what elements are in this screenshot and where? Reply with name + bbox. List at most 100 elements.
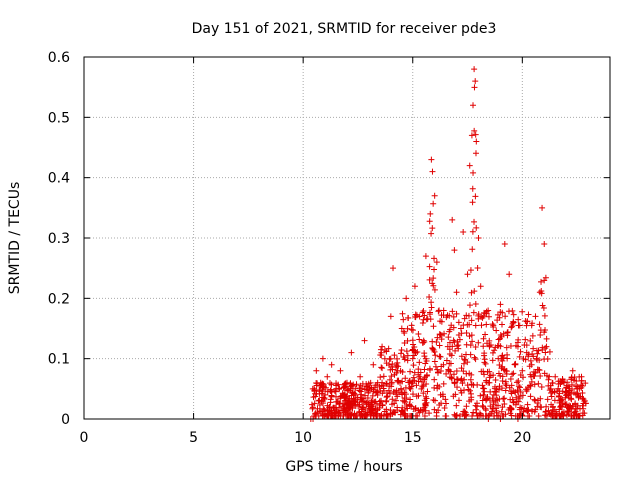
data-point	[341, 407, 348, 414]
x-tick-label: 10	[294, 430, 312, 446]
data-point	[519, 367, 526, 374]
data-point	[539, 346, 546, 353]
data-point	[416, 336, 423, 343]
data-point	[445, 334, 452, 341]
data-point	[408, 412, 415, 419]
data-point	[482, 360, 489, 367]
data-point	[541, 241, 548, 248]
data-point	[501, 241, 508, 248]
y-tick-label: 0.5	[48, 110, 70, 126]
data-point	[471, 84, 478, 91]
data-point	[536, 321, 543, 328]
data-point	[476, 410, 483, 417]
data-point	[421, 412, 428, 419]
data-point	[543, 335, 550, 342]
data-point	[551, 406, 558, 413]
data-point	[555, 392, 562, 399]
data-point	[480, 343, 487, 350]
data-point	[333, 380, 340, 387]
data-point	[415, 330, 422, 337]
data-point	[528, 378, 535, 385]
data-point	[491, 385, 498, 392]
data-point	[464, 271, 471, 278]
data-point	[462, 357, 469, 364]
data-point	[510, 370, 517, 377]
data-point	[411, 347, 418, 354]
data-point	[353, 381, 360, 388]
data-point	[525, 384, 532, 391]
data-point	[426, 294, 433, 301]
data-point	[472, 131, 479, 138]
data-point	[428, 156, 435, 163]
data-point	[430, 275, 437, 282]
data-point	[521, 342, 528, 349]
data-point	[578, 377, 585, 384]
data-point	[455, 319, 462, 326]
data-point	[406, 402, 413, 409]
data-point	[309, 404, 316, 411]
data-point	[582, 380, 589, 387]
data-point	[379, 379, 386, 386]
data-point	[336, 385, 343, 392]
data-point	[374, 392, 381, 399]
data-point	[361, 337, 368, 344]
data-point	[357, 388, 364, 395]
data-point	[461, 376, 468, 383]
data-point	[466, 302, 473, 309]
data-point	[402, 399, 409, 406]
data-point	[320, 383, 327, 390]
data-point	[327, 399, 334, 406]
data-point	[420, 307, 427, 314]
data-point	[526, 412, 533, 419]
data-point	[389, 410, 396, 417]
data-point	[576, 373, 583, 380]
data-point	[420, 406, 427, 413]
data-point	[468, 394, 475, 401]
data-point	[440, 380, 447, 387]
data-point	[483, 379, 490, 386]
data-point	[337, 367, 344, 374]
data-point	[377, 387, 384, 394]
data-point	[487, 372, 494, 379]
data-point	[543, 412, 550, 419]
data-point	[514, 339, 521, 346]
data-point	[537, 332, 544, 339]
data-point	[319, 412, 326, 419]
data-point	[469, 228, 476, 235]
data-point	[475, 339, 482, 346]
data-point	[563, 385, 570, 392]
data-point	[468, 317, 475, 324]
data-point	[493, 405, 500, 412]
data-point	[420, 382, 427, 389]
data-point	[445, 367, 452, 374]
data-point	[457, 325, 464, 332]
data-point	[557, 403, 564, 410]
data-point	[311, 387, 318, 394]
data-point	[344, 387, 351, 394]
data-point	[383, 348, 390, 355]
data-point	[355, 403, 362, 410]
data-point	[530, 353, 537, 360]
data-point	[473, 224, 480, 231]
data-point	[503, 344, 510, 351]
data-point	[472, 356, 479, 363]
data-point	[344, 412, 351, 419]
data-point	[452, 347, 459, 354]
data-point	[367, 412, 374, 419]
data-point	[580, 405, 587, 412]
data-point	[472, 322, 479, 329]
data-point	[542, 349, 549, 356]
data-point	[455, 332, 462, 339]
data-point	[316, 401, 323, 408]
data-point	[433, 339, 440, 346]
data-point	[521, 405, 528, 412]
data-point	[431, 358, 438, 365]
data-point	[347, 380, 354, 387]
data-point	[450, 324, 457, 331]
data-point	[513, 342, 520, 349]
data-point	[530, 368, 537, 375]
data-point	[433, 409, 440, 416]
data-point	[564, 408, 571, 415]
data-point	[427, 309, 434, 316]
